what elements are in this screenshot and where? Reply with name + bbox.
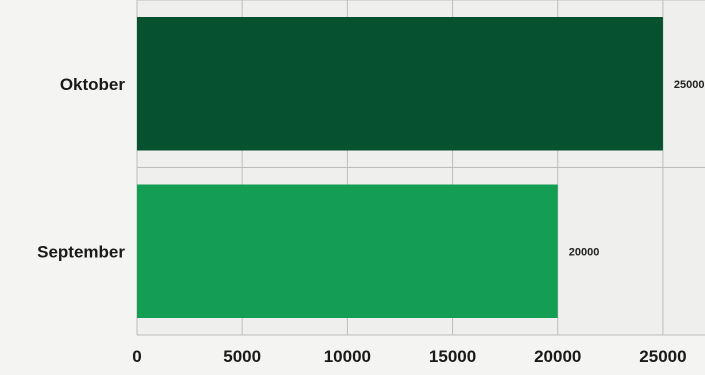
category-label-september: September [37,242,125,261]
x-tick-label-0: 0 [132,347,141,366]
x-tick-label-20000: 20000 [534,347,581,366]
data-label-september: 20000 [569,246,600,258]
x-tick-label-25000: 25000 [639,347,686,366]
bar-september[interactable] [137,184,558,319]
x-tick-label-15000: 15000 [429,347,476,366]
category-label-oktober: Oktober [60,75,126,94]
bar-layer [137,17,663,318]
x-tick-label-5000: 5000 [223,347,261,366]
x-tick-label-10000: 10000 [324,347,371,366]
label-layer: Oktober 25000 September 20000 0 5000 10000 1500… [37,75,704,366]
data-label-oktober: 25000 [674,79,705,91]
bar-oktober[interactable] [137,17,663,151]
